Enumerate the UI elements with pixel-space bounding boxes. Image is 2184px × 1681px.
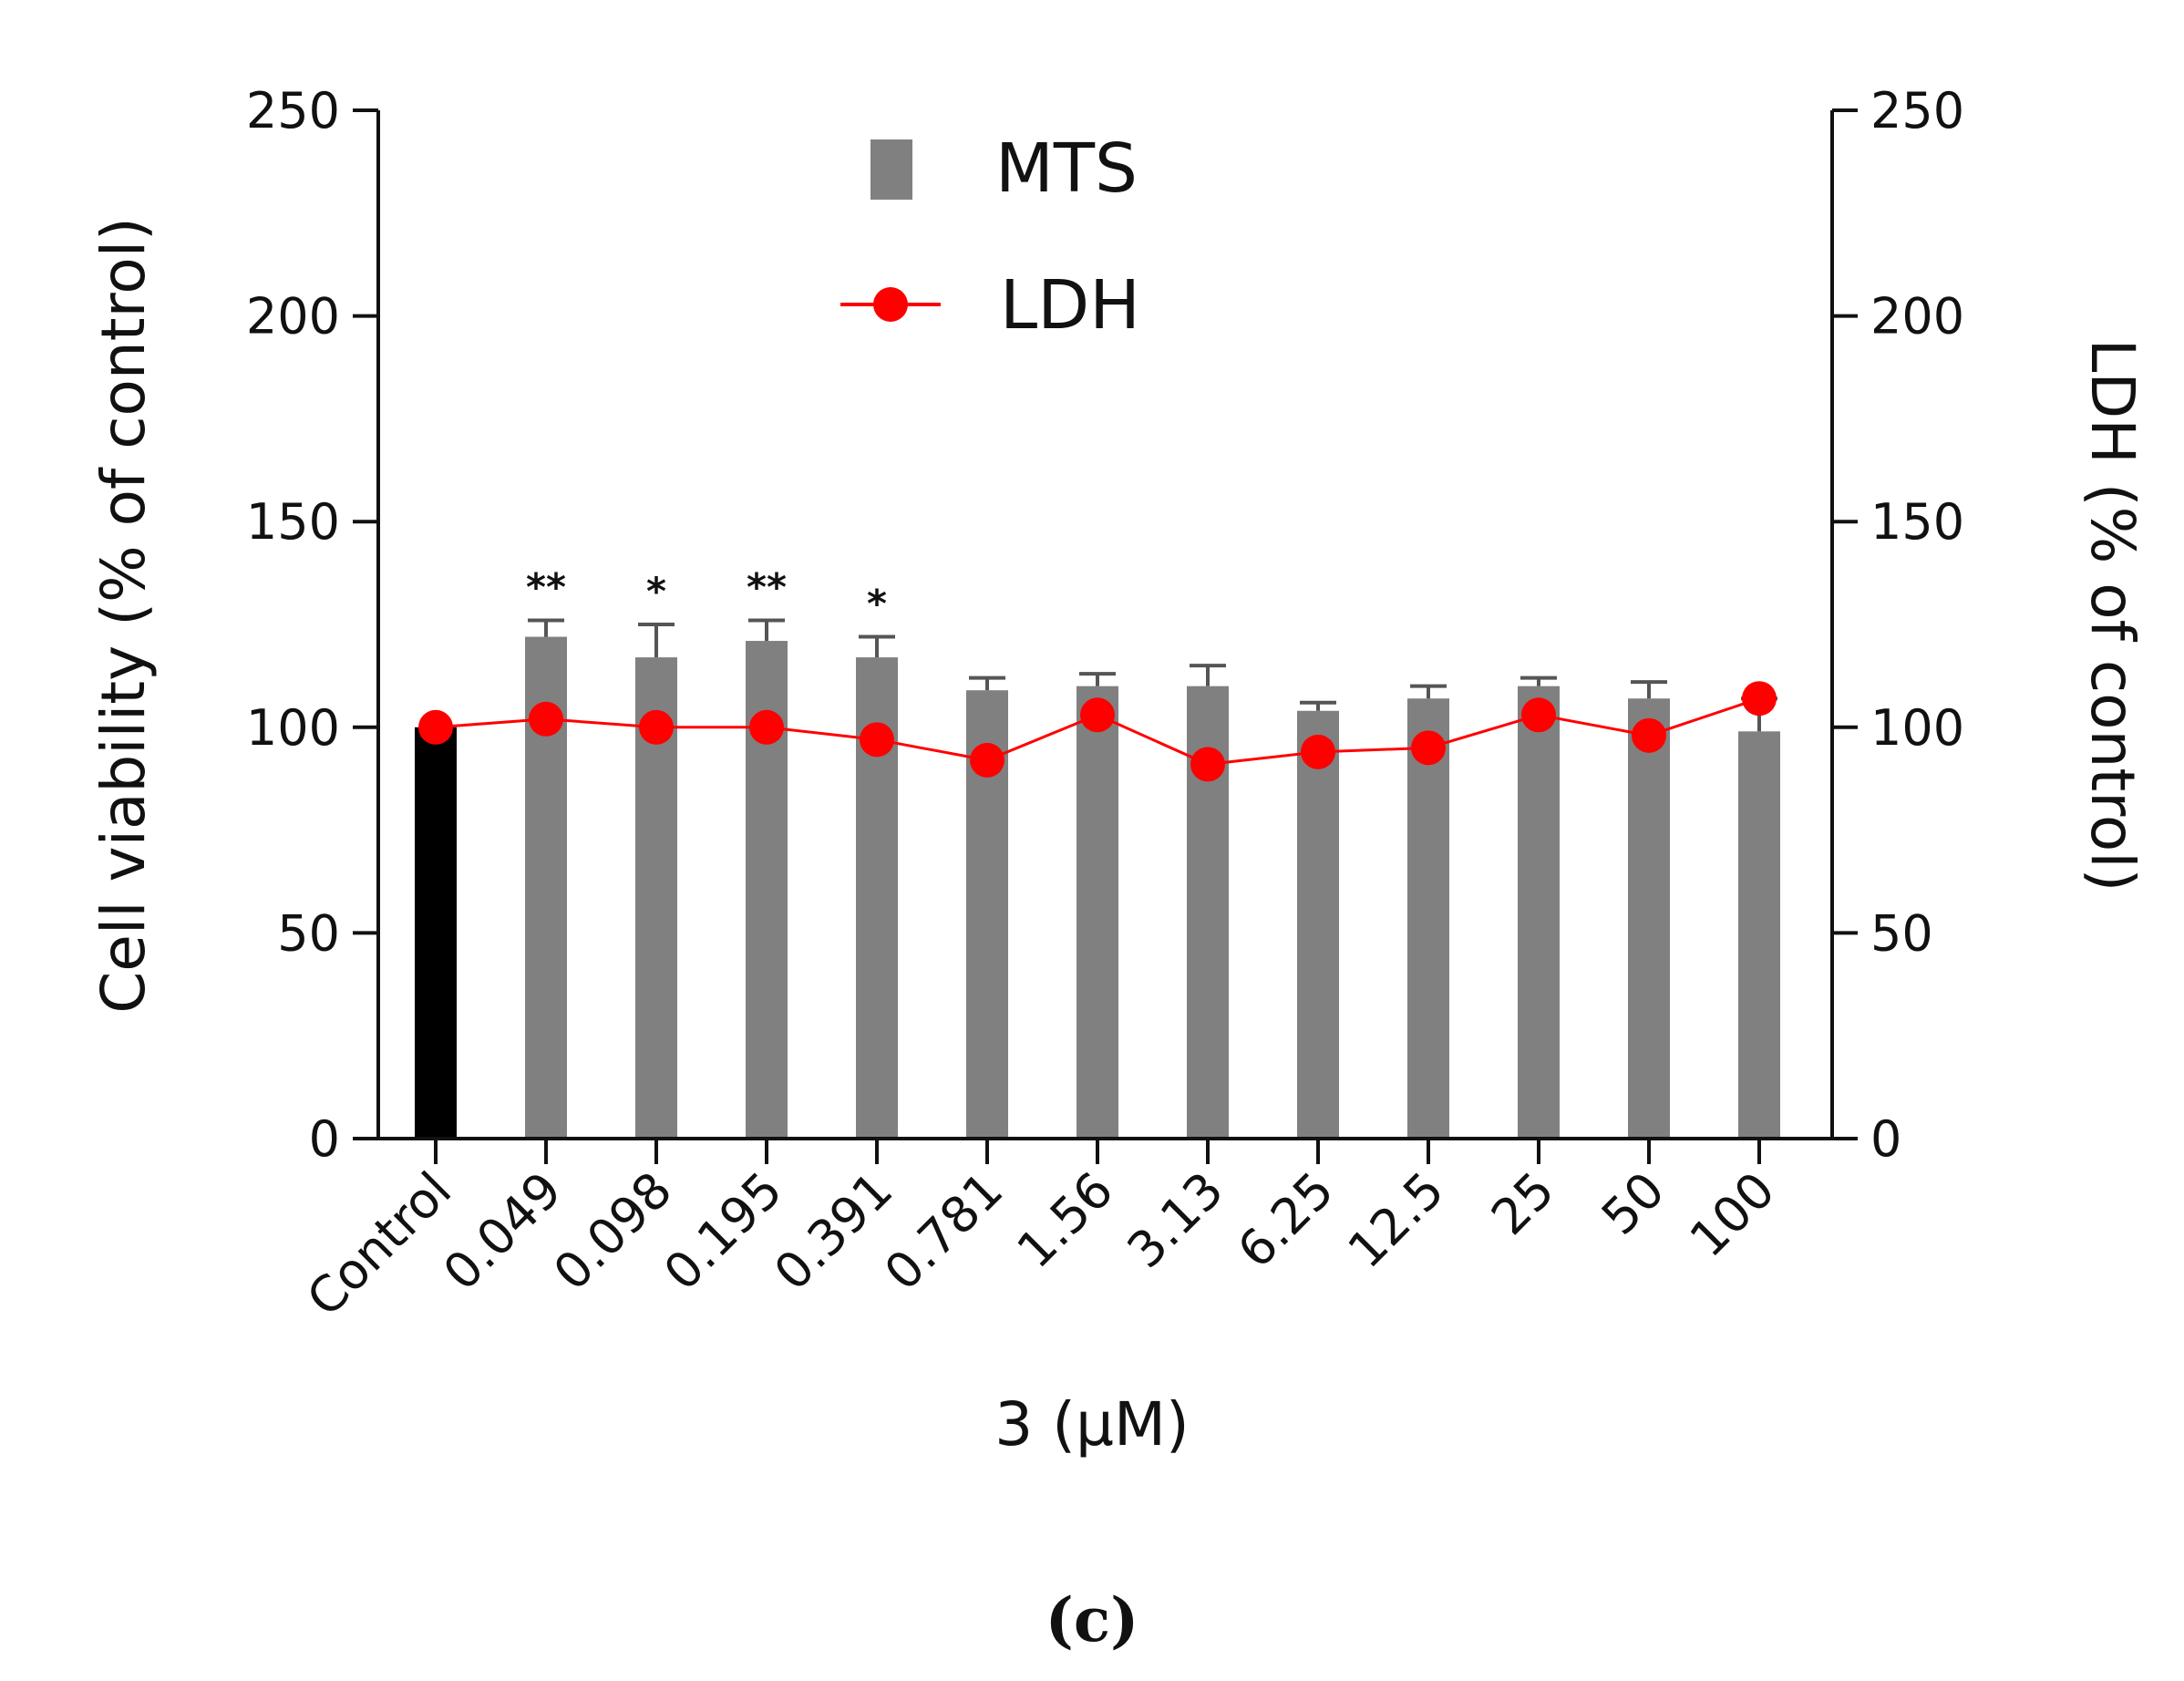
significance-0.049: ** (526, 564, 566, 609)
significance-0.391: * (867, 582, 887, 626)
x-tick-label-1.56: 1.56 (1006, 1161, 1125, 1280)
bar-6.25 (1297, 710, 1339, 1139)
ldh-point-100 (1742, 681, 1777, 717)
y2-tick-label-200: 200 (1870, 288, 1964, 345)
y2-tick-label-100: 100 (1870, 699, 1964, 757)
significance-0.098: * (646, 569, 666, 614)
y-tick-label-0: 0 (309, 1110, 340, 1168)
x-tick-label-Control: Control (296, 1161, 463, 1328)
ldh-point-Control (418, 709, 453, 745)
ldh-point-0.195 (749, 709, 784, 745)
y2-axis-title: LDH (% of control) (2077, 339, 2148, 892)
ldh-point-0.049 (529, 701, 563, 737)
x-tick-label-6.25: 6.25 (1227, 1161, 1345, 1280)
bar-50 (1628, 698, 1670, 1139)
y-tick-label-100: 100 (246, 699, 340, 757)
y2-tick-label-0: 0 (1870, 1110, 1901, 1168)
x-tick-label-12.5: 12.5 (1337, 1161, 1456, 1280)
x-axis-title: 3 (μM) (994, 1389, 1189, 1459)
x-tick-label-50: 50 (1591, 1161, 1675, 1246)
ldh-point-25 (1521, 697, 1556, 733)
x-tick-label-0.098: 0.098 (542, 1161, 683, 1302)
x-tick-label-0.195: 0.195 (653, 1161, 793, 1302)
significance-0.195: ** (747, 564, 787, 609)
y2-tick-label-50: 50 (1870, 904, 1933, 962)
significance-group: ** * ** * (526, 564, 887, 625)
error-bars-group (528, 618, 1777, 732)
ldh-point-0.098 (639, 709, 674, 745)
bar-12.5 (1407, 698, 1449, 1139)
bar-25 (1518, 686, 1560, 1139)
ldh-point-12.5 (1411, 730, 1446, 766)
bar-Control (415, 727, 457, 1139)
bar-1.56 (1077, 686, 1118, 1139)
y2-tick-label-150: 150 (1870, 493, 1964, 551)
x-tick-label-3.13: 3.13 (1117, 1161, 1235, 1280)
ldh-point-50 (1632, 717, 1666, 753)
ldh-point-0.391 (860, 722, 894, 758)
ldh-point-3.13 (1190, 747, 1225, 782)
x-tick-label-0.391: 0.391 (763, 1161, 903, 1302)
panel-label: (c) (1046, 1584, 1139, 1655)
legend-mts-label: MTS (995, 129, 1138, 208)
x-tick-label-25: 25 (1480, 1161, 1565, 1246)
y-tick-label-150: 150 (246, 493, 340, 551)
ldh-point-6.25 (1301, 734, 1335, 769)
legend-ldh-label: LDH (1000, 266, 1140, 345)
x-tick-label-100: 100 (1679, 1161, 1786, 1268)
legend-ldh-marker (873, 287, 908, 322)
y-tick-label-200: 200 (246, 288, 340, 345)
y-tick-label-50: 50 (277, 904, 340, 962)
legend-mts-swatch (871, 139, 912, 200)
ldh-point-0.781 (970, 742, 1004, 778)
ldh-line-group (418, 681, 1777, 782)
ldh-point-1.56 (1080, 697, 1115, 733)
bar-100 (1738, 731, 1780, 1139)
x-tick-label-0.781: 0.781 (873, 1161, 1014, 1302)
legend: MTS LDH (840, 129, 1140, 345)
y-axis-title: Cell viability (% of control) (88, 217, 159, 1014)
x-tick-label-0.049: 0.049 (432, 1161, 572, 1302)
y-tick-label-250: 250 (246, 82, 340, 139)
y2-tick-label-250: 250 (1870, 82, 1964, 139)
